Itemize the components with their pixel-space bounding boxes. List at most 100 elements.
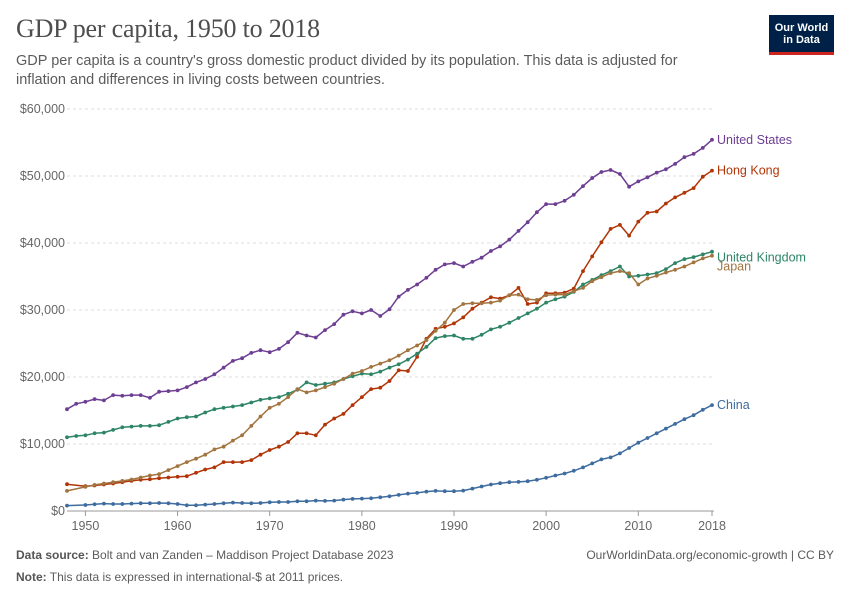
data-point	[166, 420, 171, 424]
data-point	[166, 475, 171, 480]
data-point	[295, 499, 300, 504]
data-point	[295, 431, 300, 436]
data-point	[83, 503, 88, 507]
data-point	[267, 405, 272, 410]
data-point	[618, 269, 622, 273]
data-point	[553, 297, 558, 302]
data-point	[645, 436, 650, 440]
data-point	[544, 300, 548, 305]
data-point	[618, 223, 622, 227]
data-point	[673, 422, 677, 426]
data-point	[424, 345, 429, 349]
data-point	[700, 174, 705, 179]
data-point	[489, 300, 493, 305]
data-point	[313, 388, 318, 393]
data-point	[415, 343, 419, 348]
data-point	[249, 458, 254, 462]
data-point	[240, 356, 245, 361]
data-point	[553, 292, 558, 297]
data-point	[102, 501, 106, 506]
x-tick-label: 1970	[256, 519, 284, 533]
data-point	[286, 391, 290, 396]
data-point	[470, 301, 475, 306]
data-point	[369, 365, 373, 369]
data-point	[618, 172, 622, 176]
data-point	[489, 249, 493, 253]
data-point	[424, 275, 429, 280]
x-tick-label: 1980	[348, 519, 376, 533]
data-point	[258, 397, 263, 402]
data-point	[332, 416, 337, 421]
data-point	[157, 476, 162, 481]
data-source-label: Data source:	[16, 548, 89, 562]
data-point	[479, 332, 484, 337]
logo-line-2: in Data	[783, 33, 820, 46]
data-point	[65, 435, 69, 440]
credit-link[interactable]: OurWorldinData.org/economic-growth | CC …	[586, 548, 834, 562]
data-point	[654, 170, 659, 175]
data-point	[387, 494, 392, 499]
data-point	[175, 502, 180, 506]
data-point	[396, 353, 401, 358]
data-point	[138, 475, 143, 480]
data-point	[599, 457, 604, 462]
data-point	[470, 306, 475, 311]
data-point	[599, 170, 604, 174]
data-point	[627, 233, 631, 238]
data-point	[396, 493, 401, 497]
data-point	[313, 383, 318, 387]
data-point	[581, 465, 585, 470]
data-point	[691, 260, 696, 265]
data-point	[240, 501, 245, 505]
x-tick-label: 2018	[698, 519, 726, 533]
data-point	[516, 229, 521, 233]
data-point	[120, 479, 125, 483]
data-point	[452, 489, 456, 494]
data-point	[148, 424, 152, 428]
series-label: Japan	[717, 260, 751, 274]
data-point	[111, 428, 115, 432]
data-point	[507, 480, 512, 485]
y-tick-label: $10,000	[20, 437, 65, 451]
data-point	[203, 410, 208, 415]
data-point	[710, 253, 714, 258]
data-point	[433, 267, 438, 272]
data-point	[387, 358, 392, 363]
data-point	[194, 380, 198, 385]
data-point	[277, 401, 281, 406]
data-point	[664, 267, 668, 271]
note: Note: This data is expressed in internat…	[16, 570, 343, 584]
data-point	[544, 293, 548, 298]
data-point	[571, 192, 576, 197]
data-point	[516, 292, 521, 297]
data-point	[304, 390, 309, 395]
data-point	[277, 500, 281, 504]
data-point	[129, 501, 134, 506]
data-point	[157, 472, 162, 476]
data-point	[489, 482, 493, 487]
data-point	[83, 433, 88, 438]
data-point	[470, 259, 475, 264]
data-point	[212, 372, 217, 377]
data-point	[479, 484, 484, 489]
data-point	[507, 293, 512, 298]
data-point	[138, 424, 143, 428]
data-point	[608, 271, 613, 275]
data-point	[654, 431, 659, 436]
data-point	[332, 322, 337, 326]
series-line	[66, 250, 713, 439]
series-label: Hong Kong	[717, 164, 780, 178]
data-point	[249, 501, 254, 506]
data-point	[682, 155, 687, 160]
y-tick-label: $60,000	[20, 102, 65, 116]
data-point	[341, 412, 346, 416]
data-point	[387, 307, 392, 312]
data-point	[92, 502, 97, 507]
data-point	[525, 302, 530, 306]
data-point	[120, 425, 125, 430]
data-point	[267, 350, 272, 355]
series-line	[66, 254, 713, 492]
owid-logo[interactable]: Our World in Data	[769, 15, 834, 55]
data-point	[249, 351, 254, 355]
data-point	[120, 502, 125, 506]
